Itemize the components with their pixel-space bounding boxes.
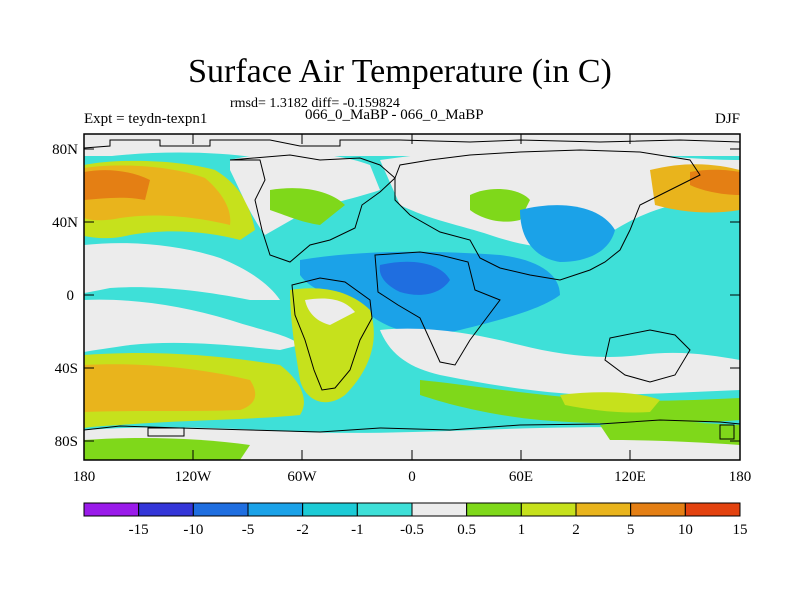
colorbar-swatch <box>247 502 304 517</box>
colorbar-label: 2 <box>572 522 580 538</box>
colorbar-swatch <box>520 502 577 517</box>
lon-label: 60E <box>509 469 533 485</box>
lat-label: 80S <box>55 434 78 450</box>
colorbar-swatch <box>192 502 249 517</box>
arctic-coast <box>84 139 740 149</box>
colorbar-label: 15 <box>733 522 748 538</box>
lon-label: 180 <box>729 469 752 485</box>
colorbar-swatch <box>302 502 358 517</box>
field-south-hot <box>84 364 256 412</box>
colorbar-label: 5 <box>627 522 635 538</box>
lon-label: 180 <box>73 469 96 485</box>
colorbar-swatch <box>466 502 522 517</box>
colorbar-label: -10 <box>183 522 203 538</box>
field-epac-neutral <box>84 243 280 300</box>
colorbar-label: 1 <box>518 522 526 538</box>
lon-label: 120W <box>175 469 213 485</box>
colorbar-label: -0.5 <box>400 522 424 538</box>
field-spac-neutral <box>84 299 300 352</box>
lon-label: 120E <box>614 469 646 485</box>
field-antarctic-east-warm <box>600 421 740 445</box>
lon-label: 60W <box>287 469 317 485</box>
temperature-field <box>84 134 740 460</box>
colorbar-swatch <box>356 502 413 517</box>
field-central-asia-warm <box>470 188 530 222</box>
field-antarctic-warm <box>84 437 250 460</box>
field-npac-hottest <box>84 170 150 200</box>
field-samerica-neutral <box>305 298 355 325</box>
colorbar-swatch <box>138 502 194 517</box>
australia-outline <box>604 329 691 383</box>
subtitle: 066_0_MaBP - 066_0_MaBP <box>305 107 484 123</box>
field-south-indian-neutral <box>380 328 740 395</box>
lat-label: 80N <box>52 142 78 158</box>
colorbar-swatch <box>83 502 140 517</box>
field-asia-cool <box>520 205 615 262</box>
colorbar-swatch <box>684 502 741 517</box>
colorbar-swatch <box>630 502 686 517</box>
lat-label: 0 <box>67 288 75 304</box>
lon-label: 0 <box>408 469 416 485</box>
field-namerica-warm <box>270 188 345 225</box>
experiment-label: Expt = teydn-texpn1 <box>84 111 208 127</box>
field-south-indian-warmer <box>560 392 660 413</box>
island-outline <box>147 427 185 437</box>
tick-marks <box>84 134 740 460</box>
season-label: DJF <box>714 111 740 127</box>
africa-outline <box>374 251 501 366</box>
colorbar-label: -15 <box>129 522 149 538</box>
colorbar-label: -1 <box>351 522 364 538</box>
page-title: Surface Air Temperature (in C) <box>188 53 612 90</box>
stats-line: rmsd= 1.3182 diff= -0.159824 <box>230 96 400 111</box>
field-npac-east-hot <box>690 169 740 195</box>
field-antarctic <box>84 427 740 460</box>
continent-outlines <box>84 139 740 440</box>
colorbar-label: -5 <box>242 522 255 538</box>
south-america-outline <box>291 277 373 391</box>
colorbar-label: -2 <box>296 522 309 538</box>
north-america-outline <box>229 154 396 263</box>
field-samerica <box>290 288 374 403</box>
colorbar-swatch <box>411 502 468 517</box>
colorbar-label: 0.5 <box>457 522 476 538</box>
island-outline-east <box>719 424 735 440</box>
colorbar-swatch <box>575 502 632 517</box>
colorbar-label: 10 <box>678 522 693 538</box>
lat-label: 40N <box>52 215 78 231</box>
eurasia-outline <box>394 149 701 281</box>
colorbar: -15 -10 -5 -2 -1 -0.5 0.5 1 2 5 10 15 <box>83 502 748 538</box>
field-eurasia <box>380 148 740 248</box>
lat-label: 40S <box>55 361 78 377</box>
field-africa-cold <box>379 261 450 295</box>
